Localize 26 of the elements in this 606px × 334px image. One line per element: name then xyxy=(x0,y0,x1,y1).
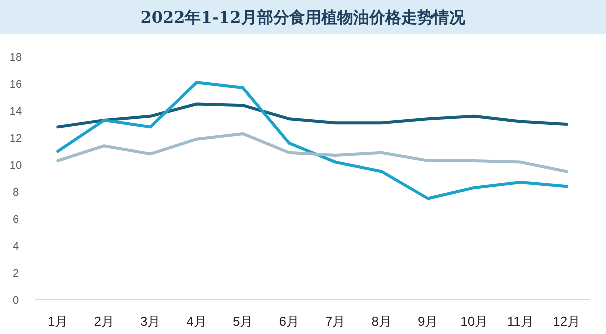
x-tick-label: 2月 xyxy=(94,314,114,329)
y-tick-label: 12 xyxy=(10,133,22,145)
y-tick-label: 6 xyxy=(12,214,20,226)
y-tick-label: 8 xyxy=(12,187,20,199)
x-tick-label: 9月 xyxy=(418,314,438,329)
line-series xyxy=(56,132,568,174)
x-tick-label: 4月 xyxy=(186,314,207,329)
x-tick-label: 7月 xyxy=(326,314,346,329)
y-tick-label: 16 xyxy=(10,79,22,91)
chart-title: 2022年1-12月部分食用植物油价格走势情况 xyxy=(140,8,466,27)
x-tick-label: 1月 xyxy=(48,314,68,329)
y-tick-label: 14 xyxy=(10,106,22,118)
y-tick-label: 10 xyxy=(10,160,22,172)
x-tick-label: 11月 xyxy=(507,314,534,329)
x-tick-label: 12月 xyxy=(553,314,581,329)
x-tick-label: 6月 xyxy=(279,314,300,329)
x-tick-label: 3月 xyxy=(140,314,161,329)
line-series xyxy=(56,102,568,129)
x-tick-label: 5月 xyxy=(233,314,254,329)
x-tick-label: 8月 xyxy=(372,314,392,329)
x-tick-label: 10月 xyxy=(460,314,488,329)
line-series xyxy=(56,81,568,200)
y-tick-label: 2 xyxy=(12,268,20,280)
y-tick-label: 0 xyxy=(12,295,20,307)
y-tick-label: 4 xyxy=(12,241,20,253)
y-tick-label: 18 xyxy=(10,52,22,64)
